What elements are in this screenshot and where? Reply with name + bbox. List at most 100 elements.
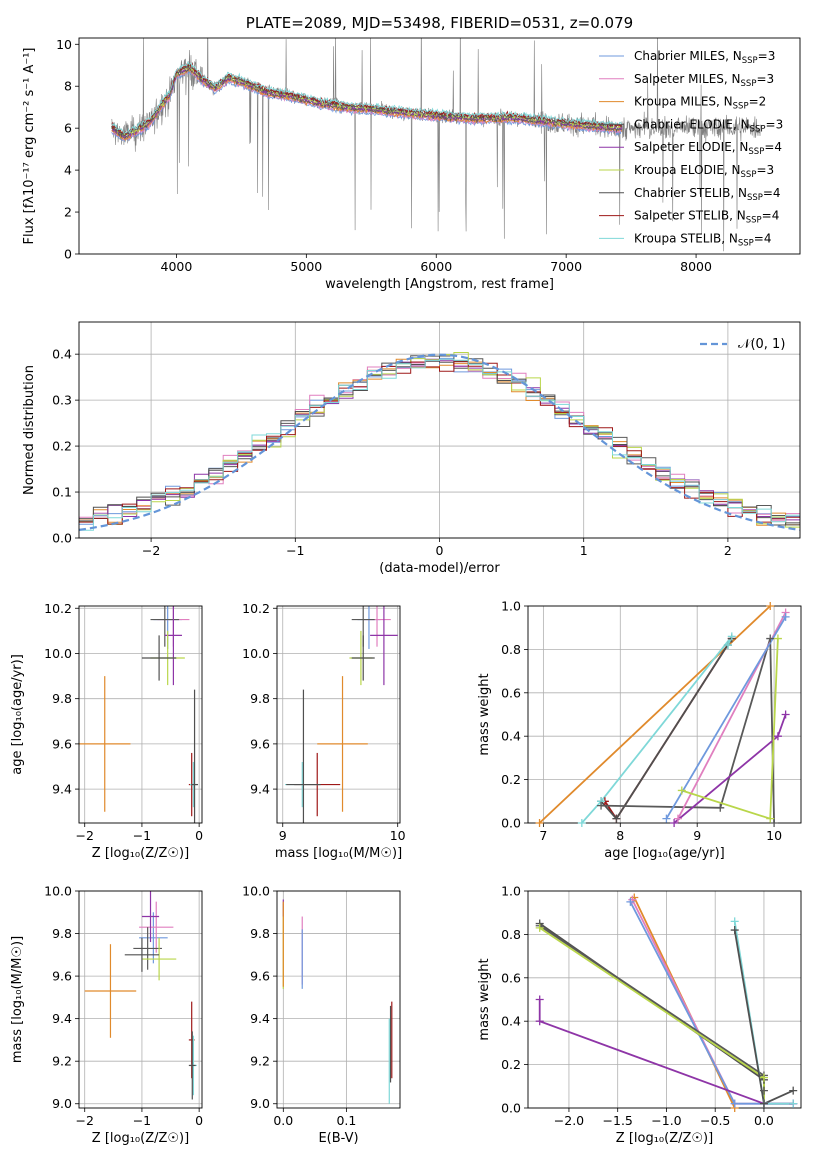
age-vs-Z-plot-area xyxy=(79,606,198,823)
legend-label: Kroupa STELIB, NSSP=4 xyxy=(634,231,772,248)
y-tick-label: 0.2 xyxy=(501,772,521,787)
axes-frame xyxy=(527,890,802,1109)
legend-label-main: Salpeter MILES, N xyxy=(634,72,741,86)
weight-marker xyxy=(577,819,586,827)
weight-line xyxy=(631,899,794,1105)
legend-label-main: Chabrier MILES, N xyxy=(634,49,742,63)
y-tick-label: 0.2 xyxy=(501,1057,521,1072)
legend-label-sub: SSP xyxy=(747,193,763,203)
weight-marker xyxy=(759,1099,768,1108)
residuals-axes: −2 −1 0 1 2 0.0 0.1 0.2 0.3 0.4 (data-model)/error… xyxy=(22,321,801,576)
y-tick-label: 1.0 xyxy=(501,884,521,899)
y-tick-label: 9.8 xyxy=(52,691,72,706)
legend-label-main: Kroupa ELODIE, N xyxy=(634,163,741,177)
x-tick-label: 0 xyxy=(195,828,203,843)
y-tick-label: 10.0 xyxy=(242,884,270,899)
x-tick-label: 8 xyxy=(616,828,624,843)
weight-marker xyxy=(730,917,739,926)
y-axis-label: mass weight xyxy=(477,673,492,755)
legend-label-tail: =3 xyxy=(756,163,774,177)
normal-curve xyxy=(79,353,800,531)
x-tick-label: 9 xyxy=(279,828,287,843)
x-tick-label: 0.1 xyxy=(336,1113,356,1128)
y-tick-label: 9.6 xyxy=(250,969,270,984)
mass-vs-ebv-axes: 0.0 0.1 9.0 9.2 9.4 9.6 9.8 10.0 E(B-V) xyxy=(242,884,401,1146)
x-tick-label: −2 xyxy=(142,543,160,558)
spectrum-axes: 4000 5000 6000 7000 8000 0 2 4 6 8 10 wavelength [A… xyxy=(22,37,801,292)
histogram-kroupa-stelib xyxy=(79,358,800,531)
y-tick-label: 9.4 xyxy=(250,782,270,797)
legend-label-tail: =4 xyxy=(763,186,781,200)
y-axis-label: Flux [fλ10⁻¹⁷ erg cm⁻² s⁻¹ A⁻¹] xyxy=(22,48,37,245)
legend-label-sub: SSP xyxy=(742,56,758,66)
y-tick-label: 0.0 xyxy=(501,816,521,831)
legend-label: Salpeter ELODIE, NSSP=4 xyxy=(634,140,782,157)
legend-label-tail: =3 xyxy=(758,49,776,63)
y-tick-label: 9.6 xyxy=(250,736,270,751)
y-tick-label: 10.2 xyxy=(242,601,270,616)
legend-label-main: Salpeter ELODIE, N xyxy=(634,140,748,154)
legend-label-main: Salpeter STELIB, N xyxy=(634,209,746,223)
y-tick-label: 0.0 xyxy=(501,1101,521,1116)
y-tick-label: 9.8 xyxy=(250,691,270,706)
mass-vs-ebv-plot-area xyxy=(282,899,393,1104)
weight-marker xyxy=(781,612,790,621)
weight-marker xyxy=(677,786,686,795)
y-tick-label: 9.6 xyxy=(52,969,72,984)
legend-label-sub: SSP xyxy=(746,216,762,226)
legend-label: Kroupa MILES, NSSP=2 xyxy=(634,95,766,112)
weight-marker xyxy=(626,897,635,906)
weight-marker xyxy=(727,632,736,641)
x-tick-label: 2 xyxy=(724,543,732,558)
y-tick-label: 10.0 xyxy=(44,646,72,661)
y-tick-label: 0.1 xyxy=(52,485,72,500)
weight-marker xyxy=(781,710,790,719)
x-tick-label: −1 xyxy=(286,543,304,558)
x-tick-label: 1 xyxy=(580,543,588,558)
legend-label-tail: =3 xyxy=(766,117,784,131)
y-tick-label: 8 xyxy=(64,79,72,94)
model-kroupa-stelib xyxy=(111,60,623,134)
legend-label-sub: SSP xyxy=(748,147,764,157)
x-axis-label: age [log₁₀(age/yr)] xyxy=(604,846,725,861)
y-tick-label: 0.8 xyxy=(501,927,521,942)
y-tick-label: 10.0 xyxy=(44,884,72,899)
weight-marker xyxy=(535,819,544,827)
weight-marker xyxy=(597,801,606,810)
weight-marker xyxy=(766,602,775,610)
legend-label-tail: =3 xyxy=(756,72,774,86)
x-axis-label: wavelength [Angstrom, rest frame] xyxy=(325,277,554,292)
x-axis-label: mass [log₁₀(M/M☉)] xyxy=(275,846,402,861)
y-tick-label: 0.2 xyxy=(52,439,72,454)
x-tick-label: 0.0 xyxy=(273,1113,293,1128)
x-tick-label: −1.0 xyxy=(651,1113,681,1128)
y-tick-label: 9.0 xyxy=(250,1096,270,1111)
x-axis-label: Z [log₁₀(Z/Z☉)] xyxy=(616,1131,713,1146)
age-vs-Z-axes: −2 −1 0 9.4 9.6 9.8 10.0 10.2 Z [log₁₀(Z/Z☉)] age… xyxy=(10,601,203,861)
y-tick-label: 0.0 xyxy=(52,531,72,546)
legend-label-tail: =4 xyxy=(754,231,772,245)
weight-line xyxy=(581,635,733,823)
weight-marker xyxy=(723,641,732,650)
legend-label: Salpeter STELIB, NSSP=4 xyxy=(634,209,779,226)
legend-label-main: Chabrier STELIB, N xyxy=(634,186,747,200)
y-tick-label: 0 xyxy=(64,247,72,262)
weight-marker xyxy=(535,923,544,932)
axes-frame xyxy=(527,605,802,824)
legend-label-sub: SSP xyxy=(750,124,766,134)
x-tick-label: 0.0 xyxy=(754,1113,774,1128)
legend-label-sub: SSP xyxy=(738,238,754,248)
legend-label-main: Chabrier ELODIE, N xyxy=(634,117,750,131)
x-axis-label: Z [log₁₀(Z/Z☉)] xyxy=(92,1131,189,1146)
histogram-salpeter-stelib xyxy=(79,361,800,525)
legend-label-main: Kroupa MILES, N xyxy=(634,95,733,109)
x-tick-label: 0 xyxy=(195,1113,203,1128)
weight-marker xyxy=(673,814,682,823)
x-tick-label: 10 xyxy=(766,828,782,843)
chart-title: PLATE=2089, MJD=53498, FIBERID=0531, z=0… xyxy=(246,14,633,32)
legend-label: Salpeter MILES, NSSP=3 xyxy=(634,72,774,89)
x-tick-label: 8000 xyxy=(680,259,712,274)
x-tick-label: −2 xyxy=(76,1113,94,1128)
x-tick-label: 0 xyxy=(436,543,444,558)
